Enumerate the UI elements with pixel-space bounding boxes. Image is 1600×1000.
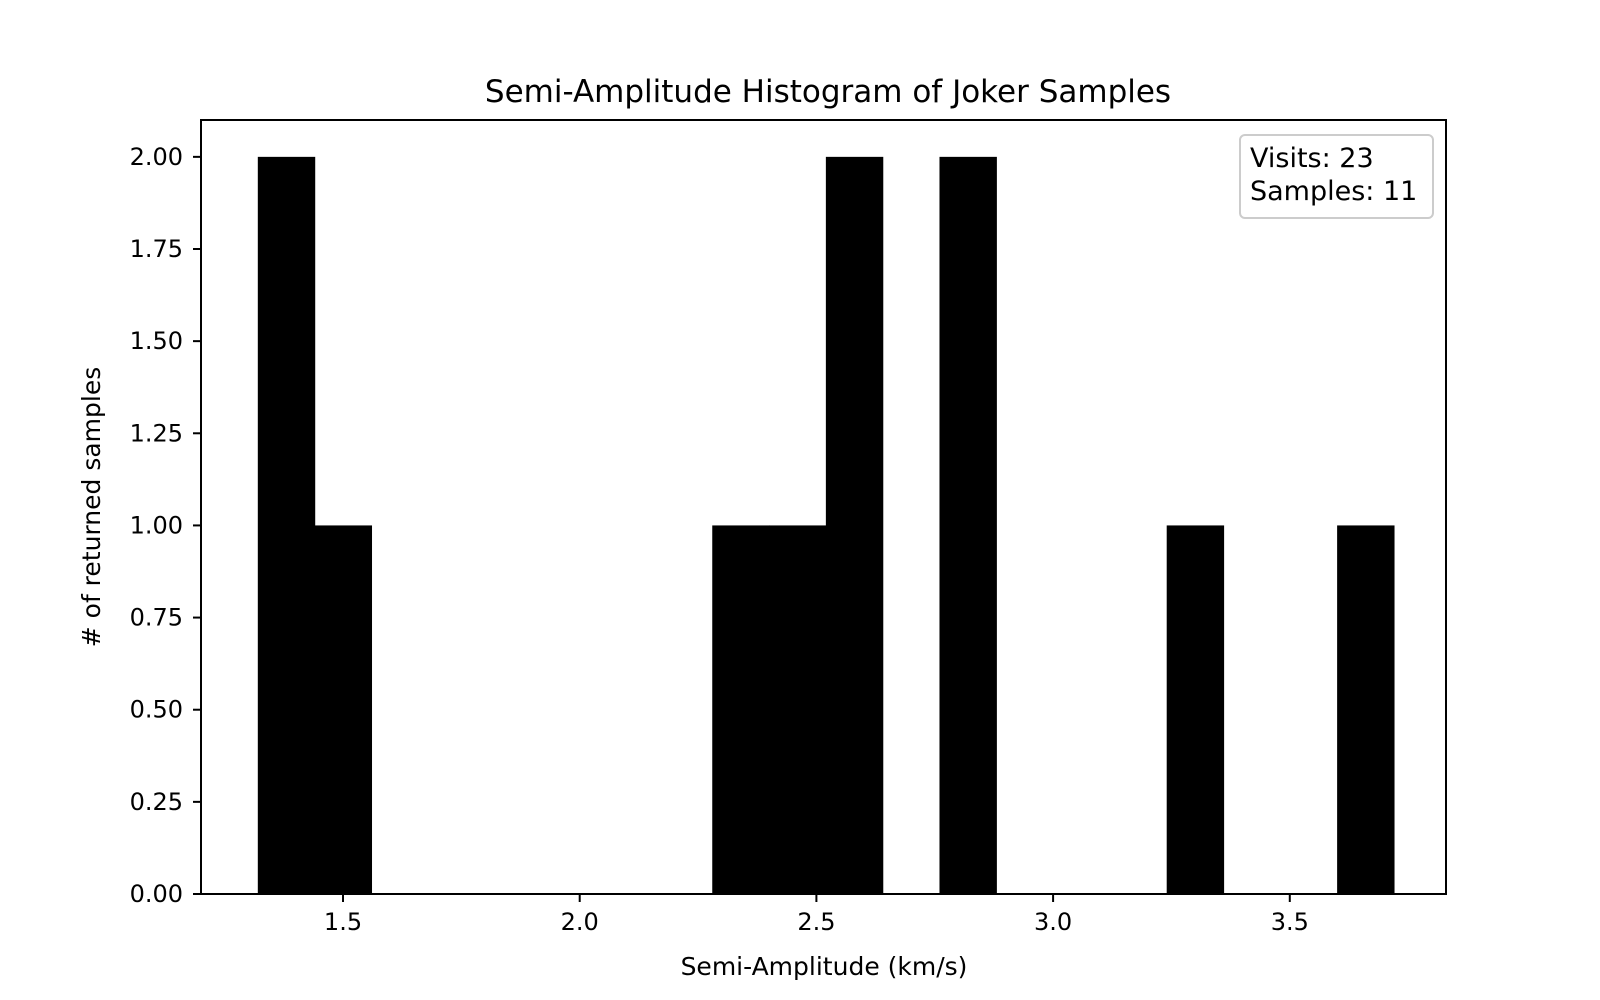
y-tick-label-6: 1.25 [130, 419, 183, 447]
legend-visits: Visits: 23 [1250, 143, 1374, 174]
x-axis-label: Semi-Amplitude (km/s) [681, 952, 968, 981]
plot-area-frame [200, 119, 1447, 895]
histogram-bar-6 [939, 156, 997, 894]
bars-layer [257, 156, 1395, 894]
y-tick-label-4: 0.75 [130, 604, 183, 632]
histogram-bar-4 [769, 525, 827, 894]
y-tick-label-9: 2.00 [130, 143, 183, 171]
histogram-bar-8 [1337, 525, 1395, 894]
y-tick-label-2: 0.25 [130, 788, 183, 816]
y-tick-label-8: 1.75 [130, 235, 183, 263]
y-tick-label-7: 1.50 [130, 327, 183, 355]
legend-frame [1239, 134, 1434, 219]
legend-box: Visits: 23 Samples: 11 [1239, 134, 1434, 219]
y-tick-label-1: 0.00 [130, 880, 183, 908]
y-ticks-layer: 0.00 0.25 0.50 0.75 1.00 1.25 1.50 1.75 2.00 [130, 143, 201, 908]
histogram-bar-3 [712, 525, 770, 894]
x-tick-label-5: 3.5 [1271, 908, 1309, 936]
x-tick-label-4: 3.0 [1034, 908, 1072, 936]
y-axis-label: # of returned samples [77, 367, 106, 648]
chart-title: Semi-Amplitude Histogram of Joker Sample… [485, 74, 1171, 110]
histogram-bar-7 [1166, 525, 1225, 894]
legend-samples: Samples: 11 [1250, 176, 1417, 207]
histogram-bar-1 [257, 156, 316, 894]
x-tick-label-3: 2.5 [797, 908, 835, 936]
x-tick-label-2: 2.0 [561, 908, 599, 936]
x-ticks-layer: 1.5 2.0 2.5 3.0 3.5 [324, 894, 1309, 936]
y-tick-label-3: 0.50 [130, 696, 183, 724]
histogram-bar-2 [314, 525, 373, 894]
histogram-bar-5 [825, 156, 884, 894]
y-tick-label-5: 1.00 [130, 511, 183, 539]
x-tick-label-1: 1.5 [324, 908, 362, 936]
